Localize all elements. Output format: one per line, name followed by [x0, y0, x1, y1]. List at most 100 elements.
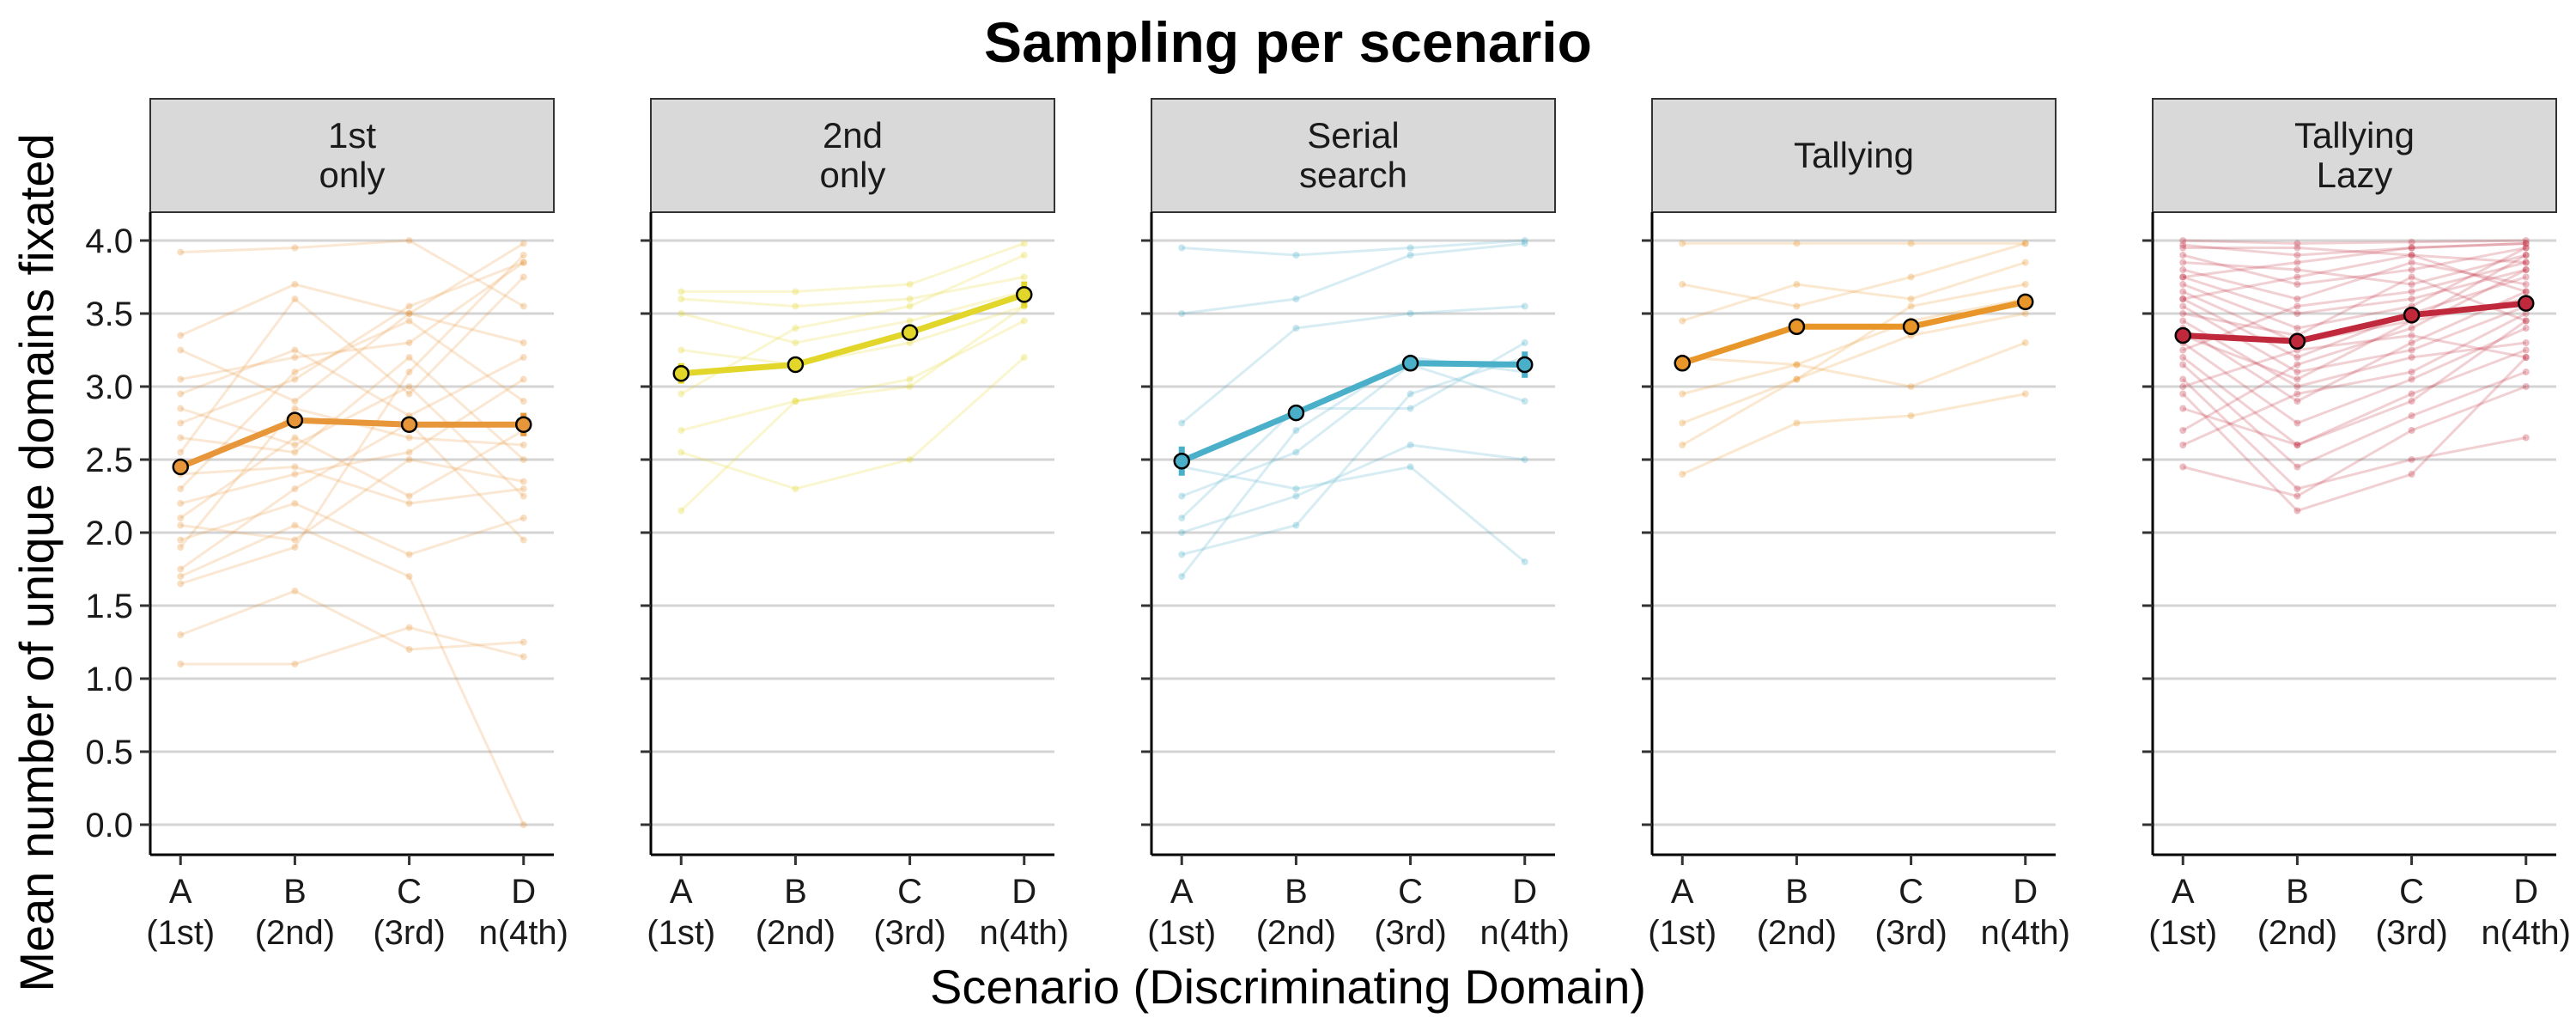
participant-line	[179, 429, 525, 520]
participant-line	[179, 406, 524, 548]
participant-point	[1793, 375, 1801, 383]
participant-point	[1020, 252, 1028, 259]
participant-point	[177, 544, 185, 551]
participant-point	[1679, 442, 1686, 448]
participant-point	[177, 661, 185, 667]
participant-line	[2183, 247, 2526, 264]
participant-point	[2179, 281, 2187, 288]
participant-line	[680, 320, 1025, 432]
participant-point	[405, 317, 413, 325]
y-axis-title: Mean number of unique domains fixated	[9, 133, 64, 991]
participant-line	[2182, 290, 2527, 403]
participant-point	[519, 653, 527, 661]
x-tick-sublabel: (3rd)	[1374, 914, 1446, 952]
participant-point	[177, 580, 185, 588]
participant-line	[1181, 341, 1526, 520]
participant-point	[291, 398, 299, 405]
participant-point	[2293, 485, 2301, 492]
participant-point	[519, 259, 527, 266]
participant-point	[2293, 383, 2301, 390]
participant-point	[2021, 240, 2029, 247]
participant-point	[2179, 302, 2187, 310]
participant-point	[1292, 521, 1300, 529]
participant-point	[792, 288, 799, 296]
participant-point	[1292, 252, 1300, 259]
participant-point	[519, 252, 527, 259]
participant-point	[1793, 375, 1801, 383]
x-tick-sublabel: (1st)	[1648, 914, 1716, 952]
participant-point	[405, 302, 413, 310]
participant-line	[1681, 241, 2026, 308]
participant-point	[1793, 419, 1801, 427]
participant-point	[792, 398, 799, 405]
x-tick-label: C	[1398, 873, 1423, 911]
participant-line	[179, 312, 525, 403]
facet-strip	[1151, 98, 1556, 213]
x-tick-sublabel: n(4th)	[1981, 914, 2071, 952]
participant-point	[2179, 273, 2187, 281]
participant-point	[2021, 310, 2029, 317]
facet-strip-label: only	[819, 155, 885, 195]
participant-point	[2408, 259, 2415, 266]
participant-point	[177, 631, 185, 638]
participant-line	[179, 261, 525, 424]
x-tick-sublabel: (3rd)	[2375, 914, 2447, 952]
x-tick-label: B	[2286, 873, 2309, 911]
x-tick-label: A	[2172, 873, 2195, 911]
participant-point	[405, 354, 413, 361]
participant-point	[1907, 412, 1915, 419]
participant-line	[1181, 363, 1526, 497]
y-tick-label: 3.0	[85, 369, 133, 406]
participant-line	[681, 241, 1025, 293]
participant-line	[1681, 312, 2026, 447]
participant-point	[2021, 240, 2029, 247]
participant-point	[1521, 398, 1528, 405]
participant-line	[179, 319, 525, 491]
participant-point	[2179, 310, 2187, 317]
y-tick-label: 0.5	[85, 734, 133, 771]
participant-point	[677, 296, 685, 302]
participant-point	[1292, 485, 1300, 492]
participant-line	[680, 305, 1025, 512]
mean-line	[1681, 298, 2026, 367]
participant-point	[291, 442, 299, 448]
x-tick-label: B	[283, 873, 307, 911]
facet-strip-label: Tallying	[1794, 135, 1914, 175]
facet-strip-label: 1st	[328, 115, 376, 155]
participant-point	[519, 398, 527, 405]
x-tick-label: C	[1899, 873, 1923, 911]
participant-line	[180, 625, 525, 666]
participant-point	[519, 478, 527, 485]
participant-point	[2522, 252, 2530, 259]
participant-point	[1679, 419, 1686, 427]
x-tick-sublabel: (2nd)	[255, 914, 335, 952]
participant-point	[1907, 296, 1915, 302]
participant-line	[180, 465, 524, 505]
participant-line	[179, 253, 525, 585]
participant-point	[2293, 419, 2301, 427]
participant-point	[2293, 354, 2301, 361]
participant-point	[1521, 237, 1528, 244]
participant-point	[2293, 325, 2301, 332]
participant-line	[1681, 261, 2026, 322]
participant-point	[906, 281, 914, 288]
participant-point	[2179, 390, 2187, 398]
participant-point	[1292, 448, 1300, 456]
facet-strip-label: only	[319, 155, 385, 195]
participant-line	[2182, 247, 2527, 286]
participant-point	[906, 296, 914, 302]
participant-point	[519, 456, 527, 463]
participant-point	[2408, 296, 2415, 302]
participant-point	[519, 638, 527, 646]
mean-point	[1902, 318, 1920, 336]
participant-line	[2182, 276, 2527, 359]
participant-point	[1406, 252, 1414, 259]
participant-line	[2182, 260, 2527, 301]
participant-point	[2408, 390, 2415, 398]
participant-point	[405, 646, 413, 653]
participant-point	[2293, 390, 2301, 398]
facet-panel: Tallying A(1st) B(2nd) C(3rd) Dn(4th)	[1642, 98, 2071, 952]
participant-point	[519, 821, 527, 828]
mean-point	[672, 364, 690, 382]
x-tick-sublabel: n(4th)	[980, 914, 1070, 952]
